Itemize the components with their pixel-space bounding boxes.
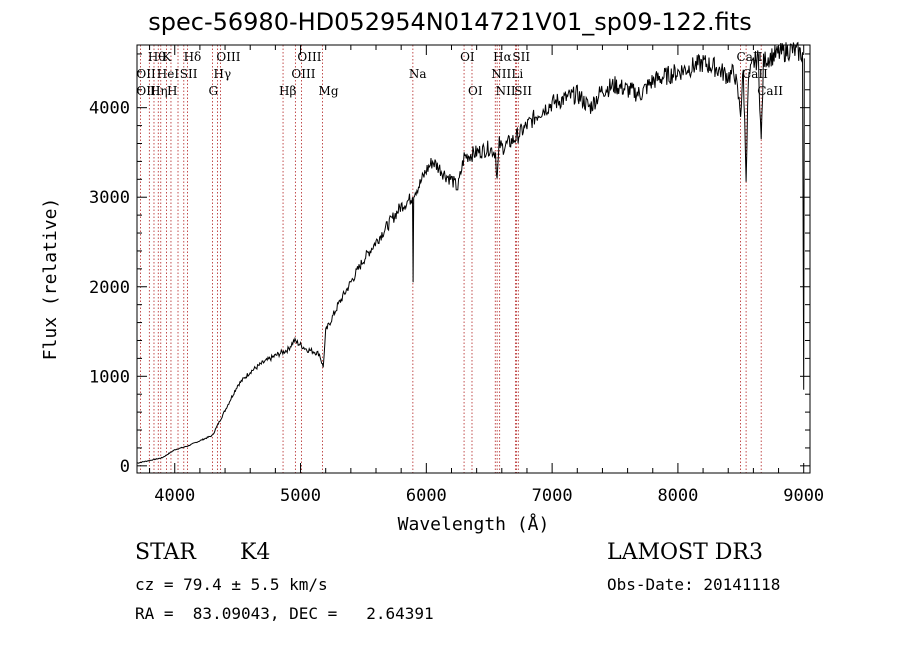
line-label: NII	[496, 84, 516, 98]
object-subclass: K4	[240, 540, 271, 565]
y-tick-label: 2000	[89, 278, 130, 298]
line-label: Hβ	[279, 84, 296, 98]
line-label: K	[162, 50, 172, 64]
line-label: OIII	[136, 84, 160, 98]
line-label: Hα	[493, 50, 512, 64]
line-label: SII	[512, 50, 530, 64]
x-tick-label: 9000	[783, 486, 824, 506]
x-tick-label: 6000	[406, 486, 447, 506]
line-label: Hθ	[148, 50, 166, 64]
line-label: Hγ	[214, 67, 232, 81]
line-label: OII	[136, 67, 156, 81]
x-axis-label: Wavelength (Å)	[398, 513, 550, 535]
line-markers	[139, 45, 762, 473]
x-tick-label: 5000	[280, 486, 321, 506]
line-label: CaII	[742, 67, 768, 81]
axis-ticks: 4000 5000 6000 7000 8000 9000 0 1000 2000 3000 400…	[89, 45, 824, 506]
line-label: OIII	[291, 67, 315, 81]
obs-date: Obs-Date: 20141118	[607, 575, 781, 594]
line-label: G	[208, 84, 218, 98]
x-tick-label: 4000	[154, 486, 195, 506]
line-label: Hη	[150, 84, 168, 98]
y-axis-label: Flux (relative)	[40, 198, 61, 361]
y-tick-label: 4000	[89, 99, 130, 119]
line-label: Na	[409, 67, 427, 81]
line-label: OI	[460, 50, 475, 64]
line-label: Hδ	[184, 50, 202, 64]
y-tick-label: 0	[120, 457, 130, 477]
line-label: OI	[468, 84, 483, 98]
line-label: SII	[514, 84, 532, 98]
coordinates: RA = 83.09043, DEC = 2.64391	[135, 604, 434, 623]
x-tick-label: 8000	[657, 486, 698, 506]
object-class: STAR	[135, 540, 196, 565]
x-tick-label: 7000	[532, 486, 573, 506]
redshift-text: cz = 79.4 ± 5.5 km/s	[135, 575, 328, 594]
y-tick-label: 1000	[89, 367, 130, 387]
line-label: NII	[491, 67, 511, 81]
y-tick-label: 3000	[89, 188, 130, 208]
line-label: CaII	[757, 84, 783, 98]
line-label: HeI	[157, 67, 180, 81]
line-label: Mg	[319, 84, 339, 98]
survey-name: LAMOST DR3	[607, 540, 763, 565]
spectrum-line	[136, 41, 805, 464]
line-label: OIII	[297, 50, 321, 64]
line-label: Li	[511, 67, 523, 81]
line-label: SII	[180, 67, 198, 81]
chart-title: spec-56980-HD052954N014721V01_sp09-122.f…	[148, 8, 752, 36]
line-label: H	[167, 84, 177, 98]
plot-frame	[136, 44, 811, 474]
line-label: OIII	[216, 50, 240, 64]
